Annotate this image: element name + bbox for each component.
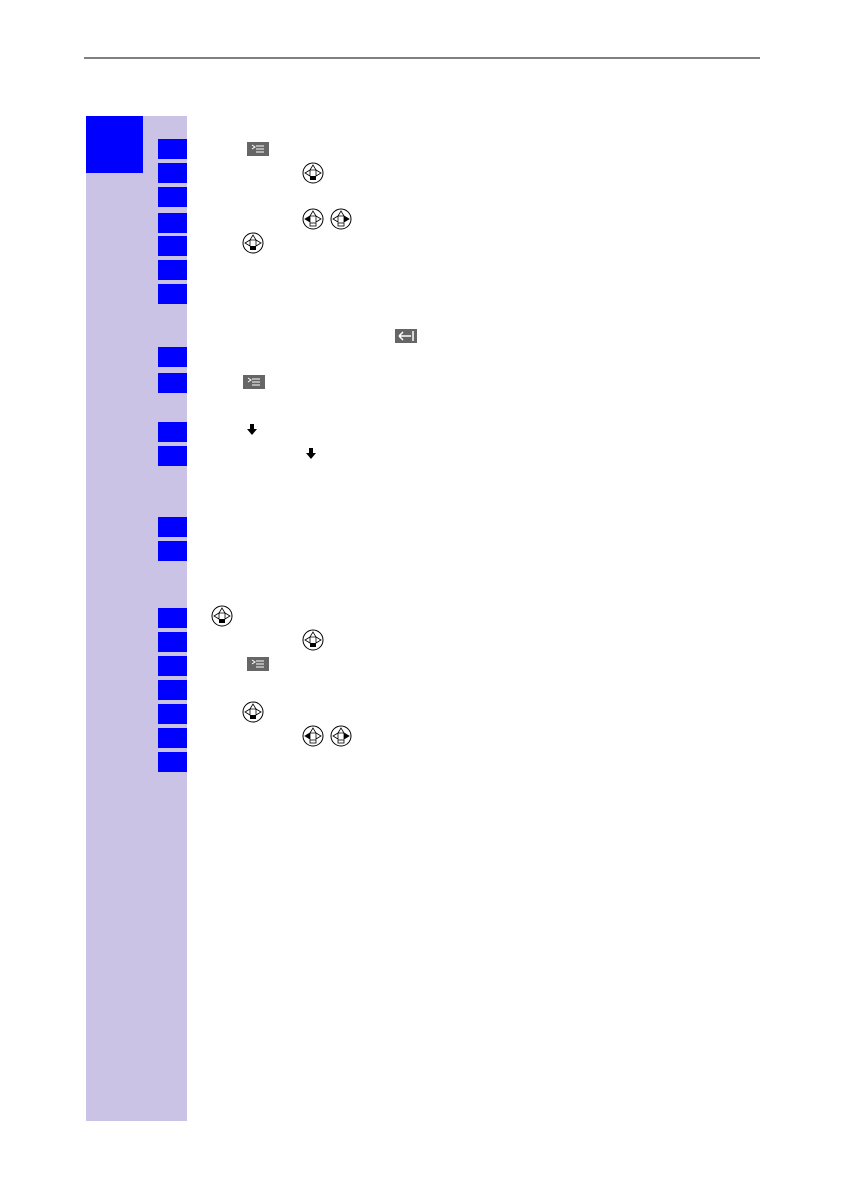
nav-key-icon (302, 162, 324, 184)
step-marker (158, 704, 187, 724)
step-marker (158, 139, 187, 159)
nav-key-icon (302, 629, 324, 651)
nav-key-icon (242, 701, 264, 723)
chapter-tab (86, 116, 143, 173)
step-marker (158, 260, 187, 280)
nav-key-icon (330, 208, 352, 230)
down-arrow-icon (247, 424, 257, 435)
nav-key-icon (242, 232, 264, 254)
step-marker (158, 163, 187, 183)
step-marker (158, 446, 187, 466)
nav-key-icon (302, 208, 324, 230)
step-marker (158, 373, 187, 393)
step-markers (158, 139, 187, 772)
step-marker (158, 236, 187, 256)
step-marker (158, 541, 187, 561)
step-marker (158, 728, 187, 748)
step-marker (158, 284, 187, 304)
step-marker (158, 517, 187, 537)
nav-key-icon (211, 605, 233, 627)
step-marker (158, 680, 187, 700)
step-marker (158, 656, 187, 676)
step-marker (158, 608, 187, 628)
menu-icon (242, 374, 266, 390)
step-marker (158, 422, 187, 442)
step-marker (158, 213, 187, 233)
nav-key-icon (302, 725, 324, 747)
menu-icon (246, 141, 270, 157)
step-marker (158, 752, 187, 772)
nav-key-icon (330, 725, 352, 747)
back-icon (395, 329, 417, 343)
down-arrow-icon (306, 448, 316, 459)
step-marker (158, 347, 187, 367)
menu-icon (246, 656, 270, 672)
step-marker (158, 187, 187, 207)
step-marker (158, 632, 187, 652)
